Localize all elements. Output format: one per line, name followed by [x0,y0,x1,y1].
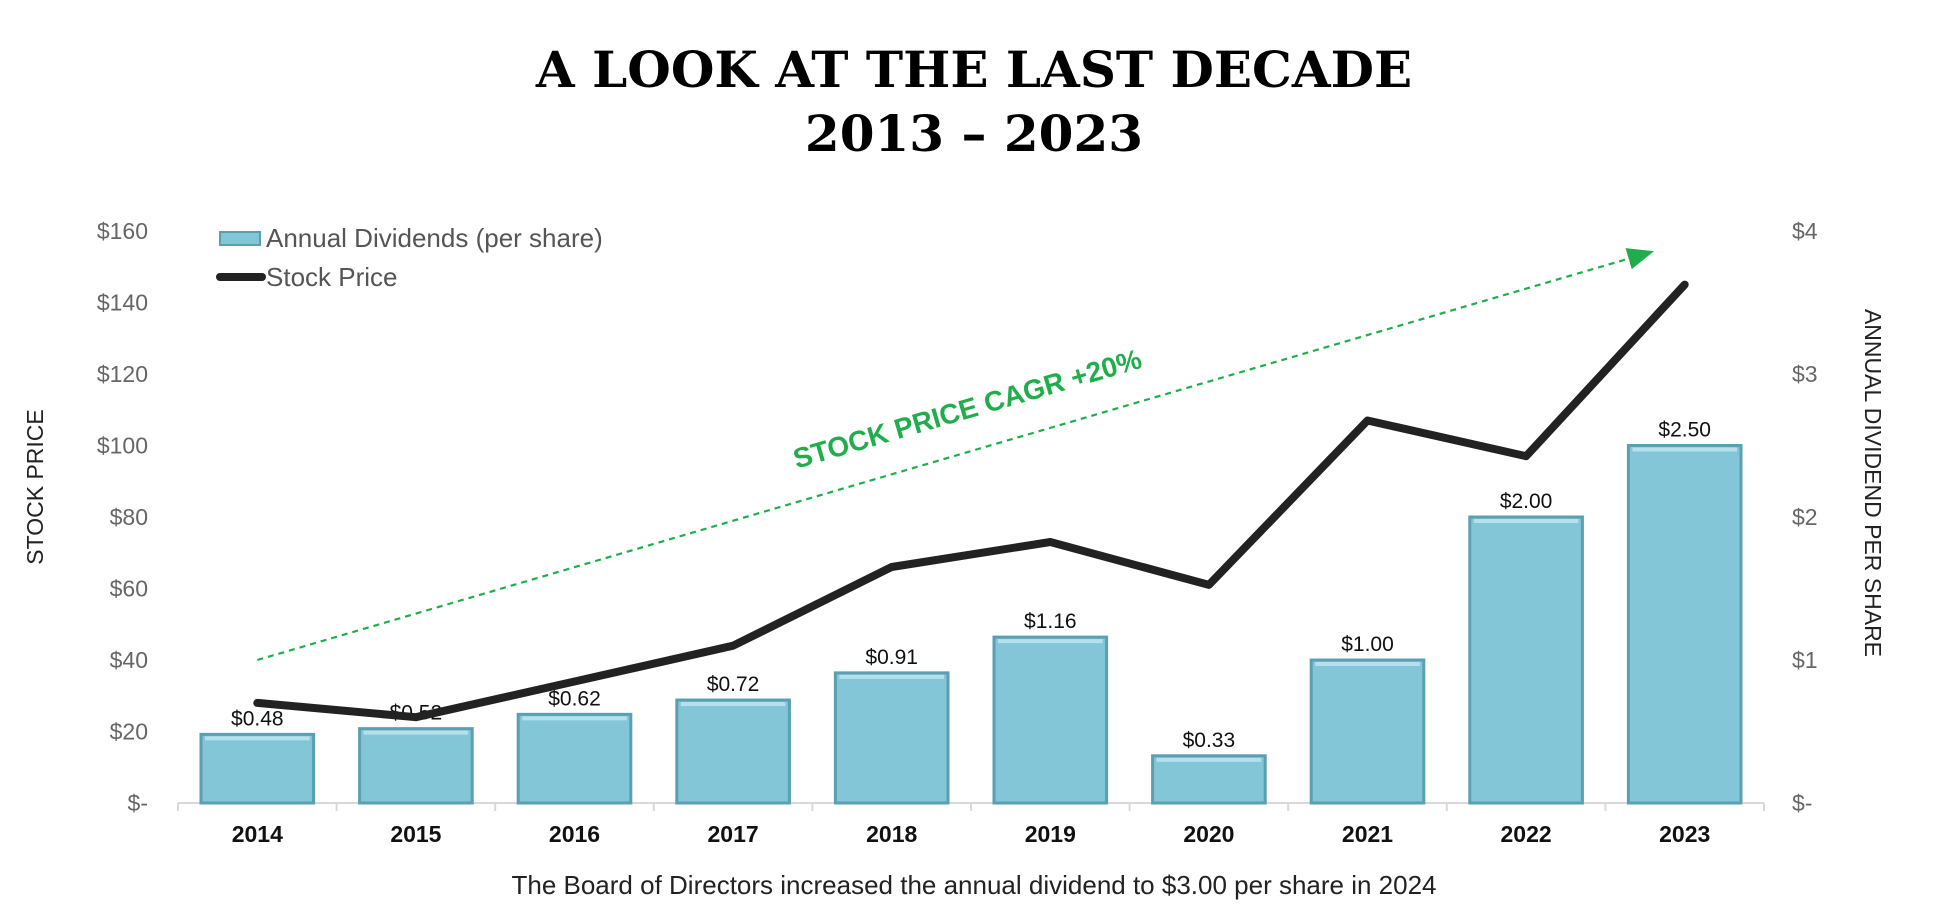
dividend-bar [199,732,316,805]
y2-tick-label: $1 [1792,647,1818,673]
y-axis-title: STOCK PRICE [22,409,48,565]
dividend-bar [358,727,474,805]
x-tick-label: 2017 [708,821,759,847]
dividend-data-label: $2.50 [1658,419,1711,442]
legend-label-stock-price: Stock Price [266,262,398,292]
y-tick-label: $160 [97,218,148,244]
dividend-bar [1309,658,1426,805]
dividend-data-label: $0.91 [865,646,918,669]
dividend-bar-highlight [997,639,1103,644]
dividend-bar-highlight [1632,447,1738,452]
y-tick-label: $120 [97,361,148,387]
dividend-bar [675,698,791,805]
dividend-bar-highlight [363,730,469,735]
y-tick-label: $60 [110,576,148,602]
x-tick-label: 2020 [1183,821,1234,847]
stock-price-line [253,280,1689,722]
dividend-data-label: $0.62 [548,687,601,710]
y2-tick-label: $3 [1792,361,1818,387]
y-tick-label: $140 [97,290,148,316]
footnote: The Board of Directors increased the ann… [511,870,1437,900]
dividend-bar [516,712,633,805]
x-tick-label: 2021 [1342,821,1393,847]
dividend-bar-highlight [680,702,786,707]
dividend-data-label: $0.72 [707,673,760,696]
y-tick-label: $40 [110,647,148,673]
x-tick-label: 2016 [549,821,600,847]
legend-label-dividends: Annual Dividends (per share) [266,223,603,253]
dividend-bar-highlight [1156,757,1262,762]
dividend-bar [992,635,1109,805]
title-line-1: A LOOK AT THE LAST DECADE [535,40,1413,99]
y-tick-label: $20 [110,719,148,745]
y-tick-label: $- [128,790,148,816]
x-tick-label: 2022 [1501,821,1552,847]
dividend-bar [1151,754,1267,805]
cagr-annotation: STOCK PRICE CAGR +20% [790,343,1146,474]
x-tick-label: 2019 [1025,821,1076,847]
dividend-bar-highlight [1315,662,1420,666]
x-tick-label: 2018 [866,821,917,847]
chart-title: A LOOK AT THE LAST DECADE 2013 – 2023 [0,38,1948,166]
dividend-data-label: $0.33 [1183,729,1236,752]
y2-axis-title: ANNUAL DIVIDEND PER SHARE [1860,309,1886,657]
dividend-data-label: $1.00 [1341,633,1394,656]
dividend-bar [1626,444,1743,805]
legend-swatch-dividends [219,231,261,246]
dividend-bar-highlight [204,736,310,741]
dividend-data-label: $2.00 [1500,490,1553,513]
dividend-data-label: $1.16 [1024,610,1077,633]
x-tick-label: 2014 [232,821,283,847]
dividend-bar-highlight [522,716,627,721]
x-tick-label: 2023 [1659,821,1710,847]
y2-tick-label: $2 [1792,504,1818,530]
dividend-bar [1468,515,1584,805]
dividend-data-label: $0.48 [231,707,284,730]
y2-tick-label: $- [1792,790,1812,816]
x-tick-label: 2015 [390,821,441,847]
title-line-2: 2013 – 2023 [804,104,1144,163]
dividend-bar-highlight [839,674,945,679]
cagr-trend-arrow [256,248,1654,662]
y2-tick-label: $4 [1792,218,1818,244]
y-tick-label: $100 [97,433,148,459]
y-tick-label: $80 [110,504,148,530]
dividend-bar-highlight [1473,519,1579,523]
dividend-bar [833,671,950,805]
